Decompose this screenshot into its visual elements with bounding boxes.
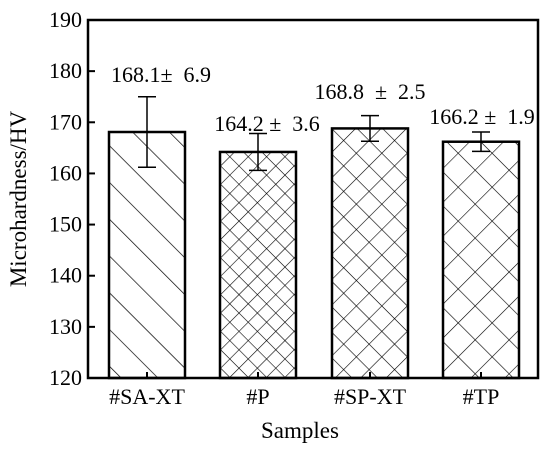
value-label: 164.2 ± 3.6 [214, 111, 320, 136]
y-tick-label: 150 [49, 212, 82, 237]
y-tick-label: 120 [49, 365, 82, 390]
bars [107, 127, 521, 380]
y-tick-label: 140 [49, 263, 82, 288]
error-bars [138, 95, 490, 172]
y-tick-label: 190 [49, 7, 82, 32]
y-tick-label: 170 [49, 109, 82, 134]
x-tick-label: #P [246, 384, 269, 409]
y-tick-label: 160 [49, 160, 82, 185]
bar [107, 130, 187, 380]
value-label: 166.2 ± 1.9 [429, 104, 535, 129]
y-axis: 120 130 140 150 160 170 180 190 [49, 7, 95, 390]
x-tick-label: #SA-XT [109, 384, 185, 409]
x-axis: #SA-XT #P #SP-XT #TP [109, 372, 499, 409]
value-label: 168.1± 6.9 [111, 62, 211, 87]
bar [330, 127, 410, 380]
value-label: 168.8 ± 2.5 [314, 79, 425, 104]
bar [441, 140, 521, 380]
x-tick-label: #SP-XT [334, 384, 407, 409]
y-tick-label: 180 [49, 58, 82, 83]
plot-frame [86, 18, 540, 380]
bar [218, 150, 298, 380]
x-tick-label: #TP [463, 384, 500, 409]
y-axis-title: Microhardness/HV [6, 110, 31, 287]
y-tick-label: 130 [49, 314, 82, 339]
x-axis-title: Samples [261, 418, 339, 443]
